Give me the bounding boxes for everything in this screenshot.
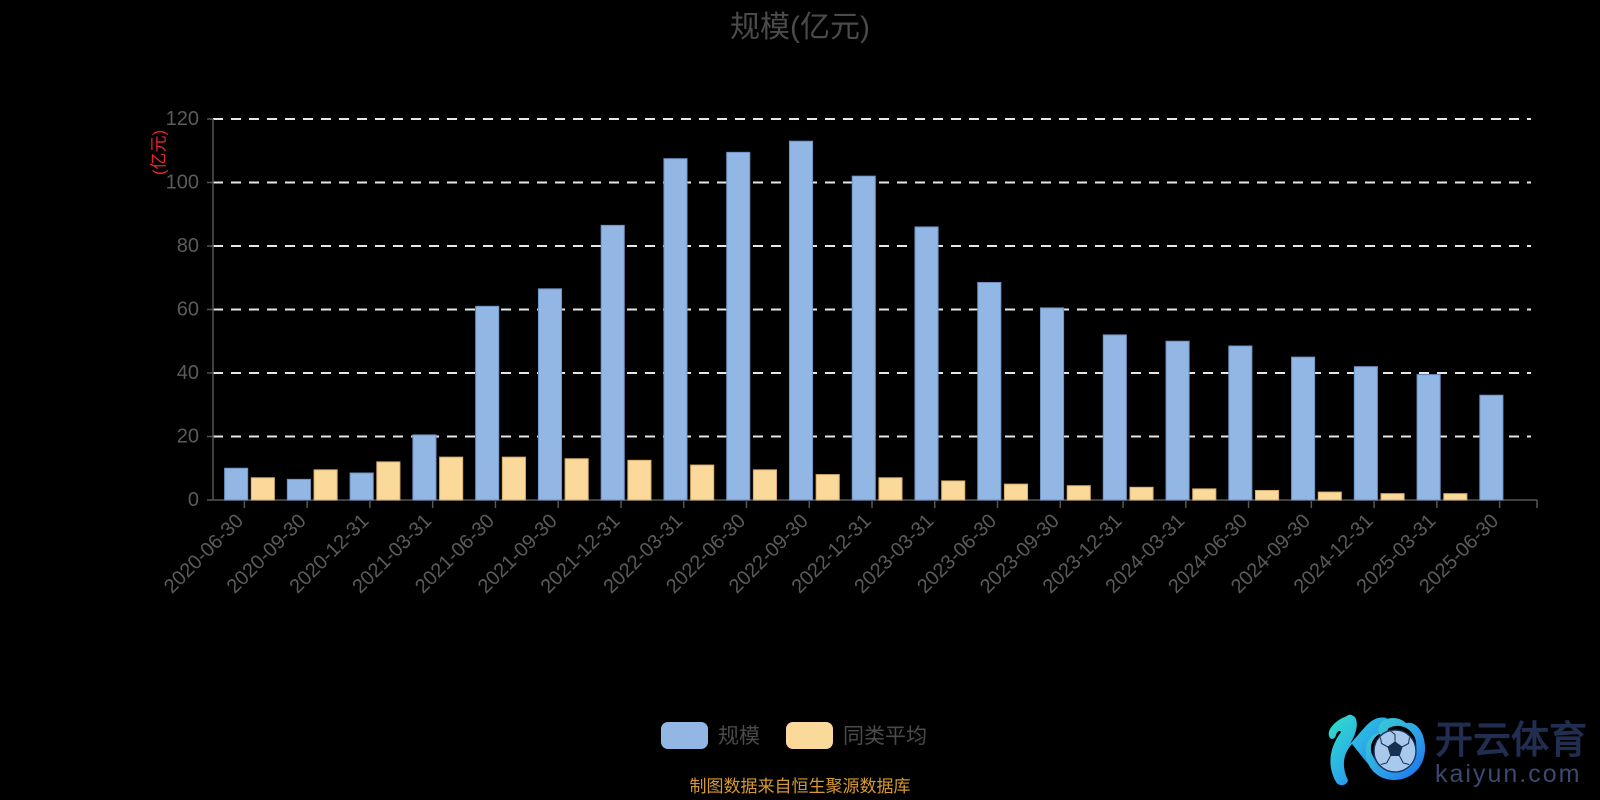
- svg-text:kaiyun.com: kaiyun.com: [1435, 760, 1581, 788]
- svg-text:40: 40: [177, 362, 199, 384]
- svg-text:100: 100: [166, 172, 199, 194]
- svg-text:20: 20: [177, 426, 199, 448]
- svg-text:60: 60: [177, 299, 199, 321]
- svg-text:0: 0: [188, 489, 199, 511]
- svg-text:80: 80: [177, 235, 199, 257]
- svg-text:120: 120: [166, 108, 199, 130]
- svg-text:开云体育: 开云体育: [1435, 720, 1587, 762]
